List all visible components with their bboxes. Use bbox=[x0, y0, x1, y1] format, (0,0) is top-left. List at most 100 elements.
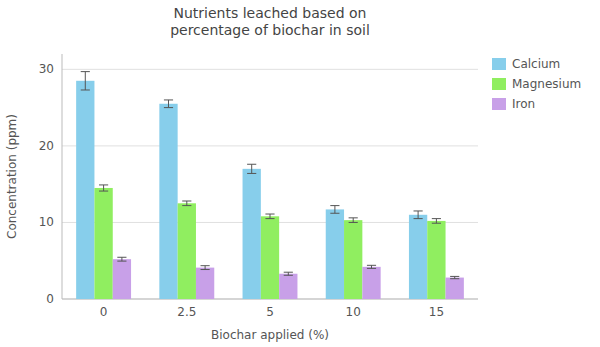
error-cap bbox=[432, 218, 441, 219]
series bbox=[94, 185, 445, 299]
bar bbox=[113, 259, 131, 299]
x-axis-label: Biochar applied (%) bbox=[211, 328, 329, 342]
grid bbox=[62, 69, 478, 299]
error-cap bbox=[182, 201, 191, 202]
title-line: percentage of biochar in soil bbox=[170, 22, 370, 38]
bar bbox=[362, 267, 380, 299]
y-tick-label: 30 bbox=[39, 62, 54, 76]
error-cap bbox=[450, 276, 459, 277]
series bbox=[113, 257, 464, 299]
error-line bbox=[85, 72, 86, 90]
error-cap bbox=[349, 222, 358, 223]
error-cap bbox=[247, 173, 256, 174]
error-line bbox=[103, 185, 104, 191]
error-bar bbox=[265, 214, 274, 219]
error-cap bbox=[117, 257, 126, 258]
error-line bbox=[270, 214, 271, 219]
series bbox=[76, 72, 427, 299]
x-tick-label: 10 bbox=[346, 305, 361, 319]
error-bar bbox=[367, 265, 376, 268]
y-axis-label: Concentration (ppm) bbox=[5, 114, 19, 239]
error-cap bbox=[164, 99, 173, 100]
legend-swatch bbox=[492, 78, 506, 90]
error-line bbox=[251, 164, 252, 173]
bar bbox=[178, 203, 196, 299]
error-cap bbox=[265, 214, 274, 215]
bar bbox=[261, 216, 279, 299]
error-cap bbox=[414, 218, 423, 219]
bar bbox=[243, 169, 261, 299]
y-axis-line bbox=[62, 54, 63, 299]
legend-label: Calcium bbox=[512, 57, 560, 71]
bar bbox=[446, 278, 464, 299]
error-cap bbox=[284, 275, 293, 276]
error-line bbox=[121, 257, 122, 261]
error-cap bbox=[81, 71, 90, 72]
error-cap bbox=[117, 261, 126, 262]
error-bar bbox=[349, 218, 358, 223]
title-line: Nutrients leached based on bbox=[174, 5, 367, 21]
error-line bbox=[186, 201, 187, 206]
bar bbox=[427, 221, 445, 299]
x-tick-label: 5 bbox=[266, 305, 274, 319]
bar bbox=[344, 220, 362, 299]
title: Nutrients leached based onpercentage of … bbox=[170, 5, 370, 38]
error-cap bbox=[247, 164, 256, 165]
x-tick-label: 2.5 bbox=[177, 305, 196, 319]
bar bbox=[76, 81, 94, 299]
legend-label: Iron bbox=[512, 97, 535, 111]
y-tick-label: 20 bbox=[39, 139, 54, 153]
bar bbox=[326, 209, 344, 299]
error-cap bbox=[99, 184, 108, 185]
grid-line bbox=[62, 145, 478, 146]
error-cap bbox=[432, 223, 441, 224]
grid-line bbox=[62, 69, 478, 70]
error-cap bbox=[330, 205, 339, 206]
bar bbox=[409, 215, 427, 299]
error-cap bbox=[265, 218, 274, 219]
legend: Calcium Magnesium Iron bbox=[492, 57, 581, 111]
error-bar bbox=[117, 257, 126, 261]
page: {"chart_data": {"type": "bar", "title": … bbox=[0, 0, 600, 347]
y-tick-label: 10 bbox=[39, 215, 54, 229]
chart: Nutrients leached based onpercentage of … bbox=[0, 0, 600, 347]
error-line bbox=[353, 218, 354, 223]
error-line bbox=[334, 206, 335, 214]
error-cap bbox=[201, 265, 210, 266]
legend-swatch bbox=[492, 98, 506, 110]
legend-label: Magnesium bbox=[512, 77, 581, 91]
bar bbox=[279, 274, 297, 299]
error-cap bbox=[182, 205, 191, 206]
error-line bbox=[168, 100, 169, 108]
x-tick-label: 15 bbox=[429, 305, 444, 319]
y-tick-label: 0 bbox=[46, 292, 54, 306]
error-cap bbox=[330, 213, 339, 214]
error-cap bbox=[284, 272, 293, 273]
error-bar bbox=[182, 201, 191, 206]
error-bar bbox=[247, 164, 256, 173]
error-bar bbox=[201, 266, 210, 270]
error-bar bbox=[432, 219, 441, 224]
error-cap bbox=[367, 268, 376, 269]
error-bar bbox=[450, 276, 459, 278]
error-bar bbox=[81, 72, 90, 90]
error-bar bbox=[330, 206, 339, 214]
error-cap bbox=[414, 210, 423, 211]
legend-swatch bbox=[492, 58, 506, 70]
error-bar bbox=[164, 100, 173, 108]
error-line bbox=[436, 219, 437, 224]
error-cap bbox=[349, 217, 358, 218]
error-bar bbox=[414, 211, 423, 219]
bar bbox=[159, 104, 177, 299]
error-bar bbox=[284, 272, 293, 275]
error-bar bbox=[99, 185, 108, 191]
bar bbox=[196, 268, 214, 299]
error-cap bbox=[164, 107, 173, 108]
error-cap bbox=[367, 265, 376, 266]
error-cap bbox=[450, 278, 459, 279]
error-cap bbox=[201, 269, 210, 270]
bar bbox=[94, 188, 112, 299]
error-cap bbox=[99, 191, 108, 192]
x-tick-label: 0 bbox=[100, 305, 108, 319]
error-line bbox=[418, 211, 419, 219]
